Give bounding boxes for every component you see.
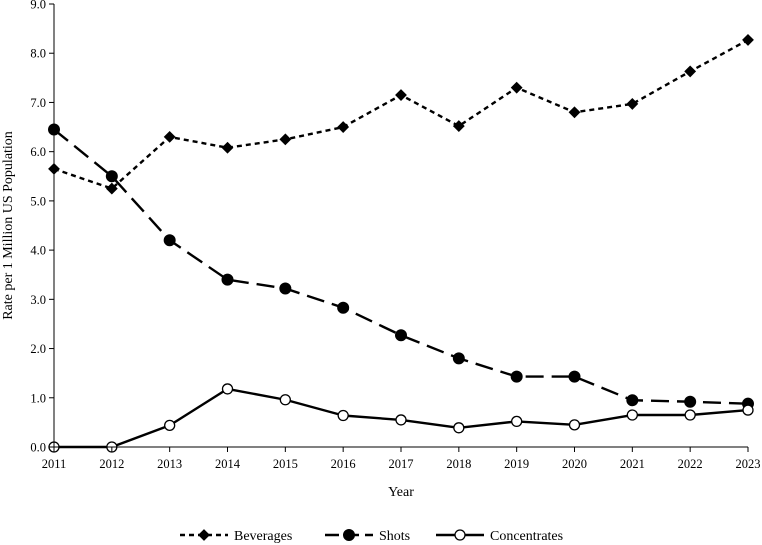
- legend-label-beverages: Beverages: [234, 529, 292, 544]
- data-point-shots: [395, 329, 407, 342]
- x-axis-title: Year: [388, 485, 414, 500]
- data-point-shots: [279, 282, 292, 295]
- legend-marker-shots: [343, 529, 355, 541]
- x-tick-label: 2017: [389, 457, 414, 471]
- data-point-concentrates: [337, 409, 349, 422]
- x-tick-label: 2018: [446, 457, 471, 471]
- x-ticks: 2011 2012 2013 2014 2015 2016 2017 2018 2019 2020…: [42, 447, 761, 471]
- data-point-beverages: [452, 120, 465, 132]
- data-point-beverages: [742, 34, 754, 46]
- series-beverages: [48, 34, 754, 195]
- x-tick-label: 2021: [620, 457, 645, 471]
- y-ticks: 0.0 1.0 2.0 3.0 4.0 5.0 6.0 7.0 8.0 9.0: [30, 0, 54, 455]
- data-point-beverages: [221, 141, 234, 154]
- data-point-concentrates: [395, 414, 407, 426]
- data-point-shots: [452, 352, 465, 365]
- axes: [53, 4, 748, 448]
- data-point-shots: [221, 273, 234, 286]
- data-point-beverages: [279, 133, 292, 146]
- y-tick-label: 3.0: [30, 293, 46, 307]
- data-point-concentrates: [279, 394, 291, 406]
- legend-item-shots: Shots: [325, 529, 410, 544]
- legend-label-shots: Shots: [379, 529, 410, 544]
- data-point-concentrates: [742, 404, 754, 416]
- legend-marker-beverages: [198, 529, 210, 541]
- data-point-beverages: [626, 98, 639, 110]
- data-point-concentrates: [511, 415, 523, 428]
- x-tick-label: 2019: [504, 457, 529, 471]
- legend: Beverages Shots Concentrates: [180, 529, 563, 544]
- data-point-shots: [684, 395, 697, 408]
- data-point-beverages: [395, 89, 407, 101]
- data-point-shots: [337, 301, 350, 314]
- legend-item-beverages: Beverages: [180, 529, 292, 544]
- data-point-shots: [568, 370, 581, 383]
- y-tick-label: 0.0: [30, 441, 46, 455]
- y-tick-label: 4.0: [30, 244, 46, 258]
- x-tick-label: 2015: [273, 457, 298, 471]
- data-point-beverages: [568, 106, 581, 119]
- x-tick-label: 2020: [562, 457, 587, 471]
- series-shots: [48, 123, 754, 410]
- y-axis-title: Rate per 1 Million US Population: [1, 131, 16, 320]
- data-point-concentrates: [626, 409, 638, 421]
- y-tick-label: 9.0: [30, 0, 46, 12]
- x-tick-label: 2013: [157, 457, 182, 471]
- data-point-concentrates: [164, 419, 176, 431]
- series-line-shots: [53, 128, 749, 405]
- series-layer: [48, 34, 754, 453]
- data-point-concentrates: [568, 419, 581, 431]
- x-tick-label: 2012: [99, 457, 124, 471]
- x-tick-label: 2023: [736, 457, 761, 471]
- data-point-shots: [163, 234, 176, 247]
- legend-marker-concentrates: [454, 529, 466, 541]
- data-point-shots: [626, 394, 639, 407]
- data-point-beverages: [105, 182, 118, 195]
- x-tick-label: 2022: [678, 457, 703, 471]
- series-concentrates: [48, 383, 754, 453]
- y-tick-label: 2.0: [30, 342, 46, 356]
- data-point-concentrates: [221, 383, 234, 395]
- data-point-beverages: [163, 130, 176, 143]
- series-line-beverages: [53, 38, 749, 190]
- x-tick-label: 2016: [331, 457, 356, 471]
- y-tick-label: 6.0: [30, 145, 46, 159]
- data-point-beverages: [337, 121, 350, 133]
- x-tick-label: 2014: [215, 457, 241, 471]
- data-point-concentrates: [684, 409, 696, 421]
- legend-label-concentrates: Concentrates: [490, 529, 563, 544]
- data-point-shots: [510, 370, 523, 383]
- data-point-beverages: [684, 65, 697, 78]
- y-tick-label: 7.0: [30, 96, 46, 110]
- legend-item-concentrates: Concentrates: [436, 529, 563, 544]
- y-tick-label: 5.0: [30, 194, 46, 208]
- data-point-concentrates: [453, 422, 465, 434]
- data-point-shots: [105, 170, 118, 183]
- data-point-beverages: [510, 81, 523, 94]
- y-tick-label: 8.0: [30, 47, 46, 61]
- x-tick-label: 2011: [42, 457, 67, 471]
- y-tick-label: 1.0: [30, 391, 46, 405]
